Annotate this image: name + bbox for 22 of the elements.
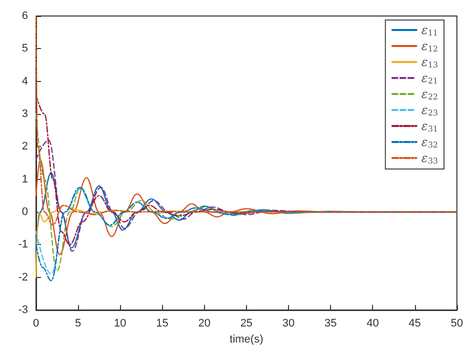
x-tick-label: 30 xyxy=(282,318,295,330)
x-tick-label: 5 xyxy=(75,318,82,330)
x-tick-label: 0 xyxy=(32,318,40,330)
y-tick-label: 5 xyxy=(22,42,28,55)
x-tick-label: 35 xyxy=(324,318,337,330)
x-tick-label: 50 xyxy=(450,318,464,330)
y-tick-label: -1 xyxy=(18,238,28,251)
y-tick-label: 6 xyxy=(22,10,28,22)
y-tick-label: 2 xyxy=(22,140,28,153)
x-tick-label: 10 xyxy=(114,318,126,330)
x-tick-label: 45 xyxy=(408,318,421,330)
x-tick-label: 40 xyxy=(366,318,379,330)
x-tick-label: 15 xyxy=(156,318,168,330)
y-tick-label: 3 xyxy=(22,108,28,120)
y-tick-label: -2 xyxy=(18,271,28,284)
x-tick-label: 20 xyxy=(198,318,210,330)
y-tick-label: 0 xyxy=(22,206,28,218)
y-tick-label: -3 xyxy=(18,304,28,316)
y-tick-label: 4 xyxy=(22,75,28,88)
y-tick-label: 1 xyxy=(22,173,28,186)
x-axis-title: time(s) xyxy=(230,333,264,346)
x-tick-label: 25 xyxy=(240,318,253,330)
